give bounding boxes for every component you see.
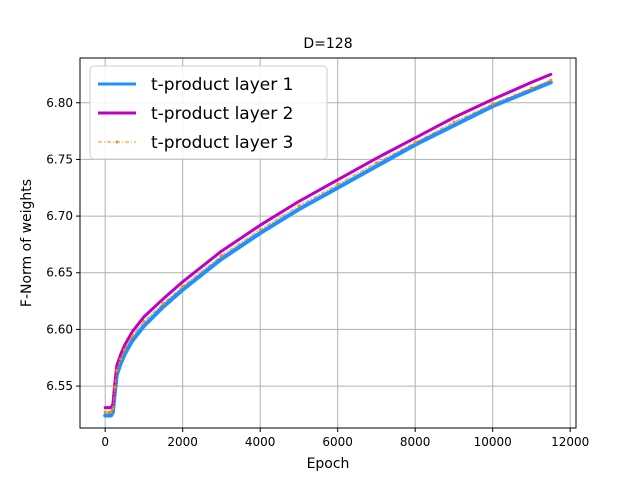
series-3-marker (103, 410, 107, 414)
legend-label-3: t-product layer 3 (151, 133, 293, 153)
series-3-marker (142, 319, 146, 323)
y-axis-label: F-Norm of weights (19, 179, 35, 307)
series-3-marker (549, 78, 553, 82)
legend-label-2: t-product layer 2 (151, 104, 293, 124)
y-tick-label: 6.75 (46, 152, 73, 166)
series-3-marker (109, 410, 113, 414)
x-tick-label: 12000 (551, 435, 589, 449)
x-tick-label: 6000 (322, 435, 353, 449)
legend: t-product layer 1 t-product layer 2 t-prod… (89, 65, 328, 160)
series-line-3 (104, 79, 552, 413)
axis-ticks: 0 2000 4000 6000 8000 10000 12000 6.55 6.60 6.65 6… (46, 96, 589, 449)
series-3-marker (529, 86, 533, 90)
series-3-marker (374, 161, 378, 165)
series-3-marker (119, 357, 123, 361)
series-3-marker (181, 284, 185, 288)
series-3-marker (111, 407, 115, 411)
series-3-marker (123, 348, 127, 352)
series-3-marker (113, 385, 117, 389)
legend-marker-3 (115, 140, 119, 144)
plot-area (103, 72, 553, 418)
series-3-marker (219, 254, 223, 258)
series-3-marker (161, 301, 165, 305)
x-tick-label: 10000 (474, 435, 512, 449)
y-tick-label: 6.80 (46, 96, 73, 110)
x-tick-label: 4000 (245, 435, 276, 449)
series-3-marker (336, 182, 340, 186)
series-3-marker (115, 368, 119, 372)
series-3-marker (491, 102, 495, 106)
y-tick-label: 6.65 (46, 266, 73, 280)
y-tick-label: 6.70 (46, 209, 73, 223)
series-3-marker (452, 120, 456, 124)
axes-frame (79, 57, 577, 429)
series-3-marker (413, 140, 417, 144)
series-3-marker (297, 204, 301, 208)
y-tick-label: 6.55 (46, 379, 73, 393)
legend-label-1: t-product layer 1 (151, 75, 293, 95)
legend-box (89, 65, 328, 160)
x-tick-label: 8000 (400, 435, 431, 449)
y-tick-label: 6.60 (46, 322, 73, 336)
x-axis-label: Epoch (307, 456, 350, 472)
series-3-marker (130, 334, 134, 338)
series-3-marker (258, 228, 262, 232)
chart-title: D=128 (303, 36, 352, 52)
x-tick-label: 2000 (167, 435, 198, 449)
x-tick-label: 0 (101, 435, 109, 449)
